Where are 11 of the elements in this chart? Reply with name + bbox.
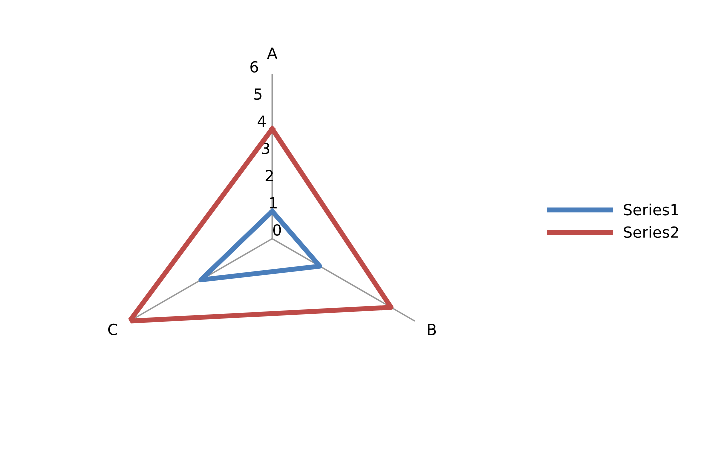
y-tick-label: 5 [254, 88, 262, 100]
y-tick-label: 6 [250, 61, 258, 73]
spoke-label: C [108, 324, 118, 336]
legend-label: Series1 [624, 204, 678, 216]
legend-label: Series2 [624, 226, 678, 238]
y-tick-label: 4 [258, 116, 266, 128]
spoke-label: B [428, 324, 436, 336]
y-tick-label: 0 [273, 224, 282, 236]
y-tick-label: 1 [270, 197, 277, 209]
spoke-label: A [267, 48, 278, 60]
y-tick-label: 2 [266, 170, 274, 182]
